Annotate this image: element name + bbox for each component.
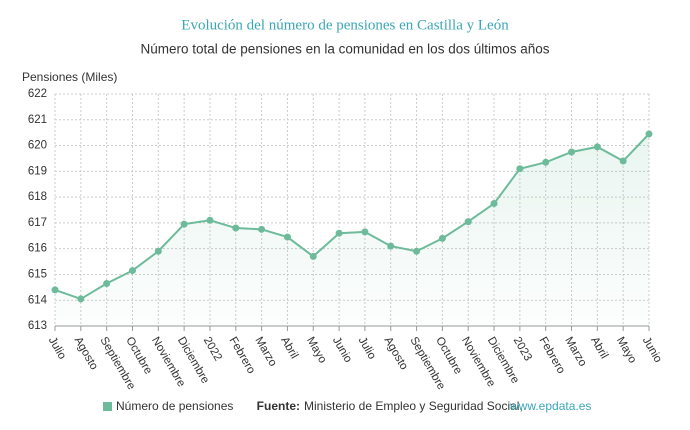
area bbox=[55, 133, 649, 326]
x-tick-label: Marzo bbox=[562, 335, 588, 369]
y-tick-label: 613 bbox=[28, 320, 47, 332]
point bbox=[516, 165, 524, 173]
x-tick-label: Junio bbox=[330, 335, 354, 365]
x-tick-label: Abril bbox=[278, 335, 300, 361]
x-tick-label: 2022 bbox=[201, 335, 224, 363]
y-tick-label: 618 bbox=[28, 191, 47, 203]
point bbox=[361, 228, 369, 236]
x-tick-label: Julio bbox=[46, 335, 68, 361]
point bbox=[335, 229, 343, 237]
y-tick-label: 614 bbox=[28, 294, 48, 306]
point bbox=[387, 242, 395, 250]
x-tick-label: Agosto bbox=[72, 335, 100, 372]
y-tick-label: 622 bbox=[28, 88, 47, 100]
source-text: Ministerio de Empleo y Seguridad Social, bbox=[304, 399, 523, 413]
point bbox=[438, 234, 446, 242]
point bbox=[464, 218, 472, 226]
x-tick-label: 2023 bbox=[511, 335, 534, 363]
x-tick-label: Marzo bbox=[252, 335, 278, 369]
point bbox=[77, 295, 85, 303]
y-axis-label: Pensiones (Miles) bbox=[22, 70, 117, 84]
point bbox=[283, 233, 291, 241]
chart-title: Evolución del número de pensiones en Cas… bbox=[181, 17, 509, 33]
point bbox=[619, 157, 627, 165]
point bbox=[232, 224, 240, 232]
point bbox=[258, 225, 266, 233]
point bbox=[309, 252, 317, 260]
x-tick-label: Abril bbox=[588, 335, 610, 361]
x-tick-label: Agosto bbox=[382, 335, 410, 372]
point bbox=[568, 148, 576, 156]
point bbox=[413, 247, 421, 255]
point bbox=[206, 216, 214, 224]
point bbox=[154, 247, 162, 255]
y-tick-label: 620 bbox=[28, 140, 47, 152]
x-tick-label: Mayo bbox=[614, 335, 638, 365]
source-label: Fuente: bbox=[257, 399, 300, 413]
point bbox=[490, 200, 498, 208]
x-tick-label: Junio bbox=[640, 335, 664, 365]
point bbox=[180, 220, 188, 228]
point bbox=[103, 279, 111, 287]
source-link[interactable]: www.epdata.es bbox=[509, 399, 591, 413]
line bbox=[54, 133, 650, 301]
y-tick-label: 617 bbox=[28, 217, 47, 229]
point bbox=[645, 130, 653, 138]
point bbox=[51, 286, 59, 294]
legend-label: Número de pensiones bbox=[116, 399, 233, 413]
y-tick-label: 616 bbox=[28, 243, 47, 255]
y-tick-label: 619 bbox=[28, 165, 47, 177]
point bbox=[593, 143, 601, 151]
legend-swatch bbox=[103, 402, 112, 411]
y-tick-label: 621 bbox=[28, 114, 47, 126]
point bbox=[128, 267, 136, 275]
x-tick-label: Mayo bbox=[304, 335, 328, 365]
y-tick-label: 615 bbox=[28, 268, 47, 280]
x-tick-label: Julio bbox=[356, 335, 378, 361]
chart-subtitle: Número total de pensiones en la comunida… bbox=[141, 42, 550, 57]
point bbox=[542, 158, 550, 166]
